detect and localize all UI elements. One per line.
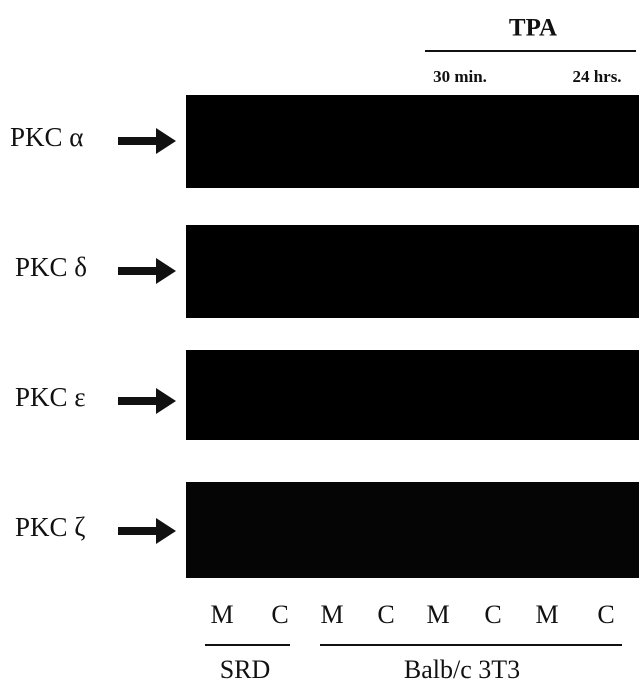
figure: TPA 30 min. 24 hrs. PKC α PKC δ PKC ε PK…: [0, 0, 639, 686]
lane-label: C: [484, 600, 501, 629]
arrow: [118, 518, 176, 544]
tpa-label: TPA: [509, 15, 557, 42]
time-label: 30 min.: [433, 67, 487, 86]
panel-label: PKC δ: [15, 252, 87, 282]
lane-label: M: [535, 600, 558, 629]
lane-label: M: [320, 600, 343, 629]
arrow: [118, 388, 176, 414]
panel-label: PKC ζ: [15, 512, 85, 542]
lane-label: C: [377, 600, 394, 629]
blot: [186, 225, 639, 318]
lane-label: M: [210, 600, 233, 629]
panel-label: PKC α: [10, 122, 83, 152]
arrow: [118, 128, 176, 154]
arrows: [118, 128, 176, 544]
group-label: SRD: [220, 655, 271, 684]
blot: [186, 482, 639, 578]
blot: [186, 95, 639, 188]
lane-label: M: [426, 600, 449, 629]
time-label: 24 hrs.: [572, 67, 621, 86]
blot: [186, 350, 639, 440]
lane-label: C: [271, 600, 288, 629]
group-label: Balb/c 3T3: [404, 655, 520, 684]
panel-label: PKC ε: [15, 382, 86, 412]
lane-label: C: [597, 600, 614, 629]
arrow: [118, 258, 176, 284]
